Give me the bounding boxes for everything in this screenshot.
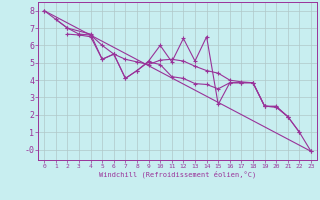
X-axis label: Windchill (Refroidissement éolien,°C): Windchill (Refroidissement éolien,°C) <box>99 171 256 178</box>
